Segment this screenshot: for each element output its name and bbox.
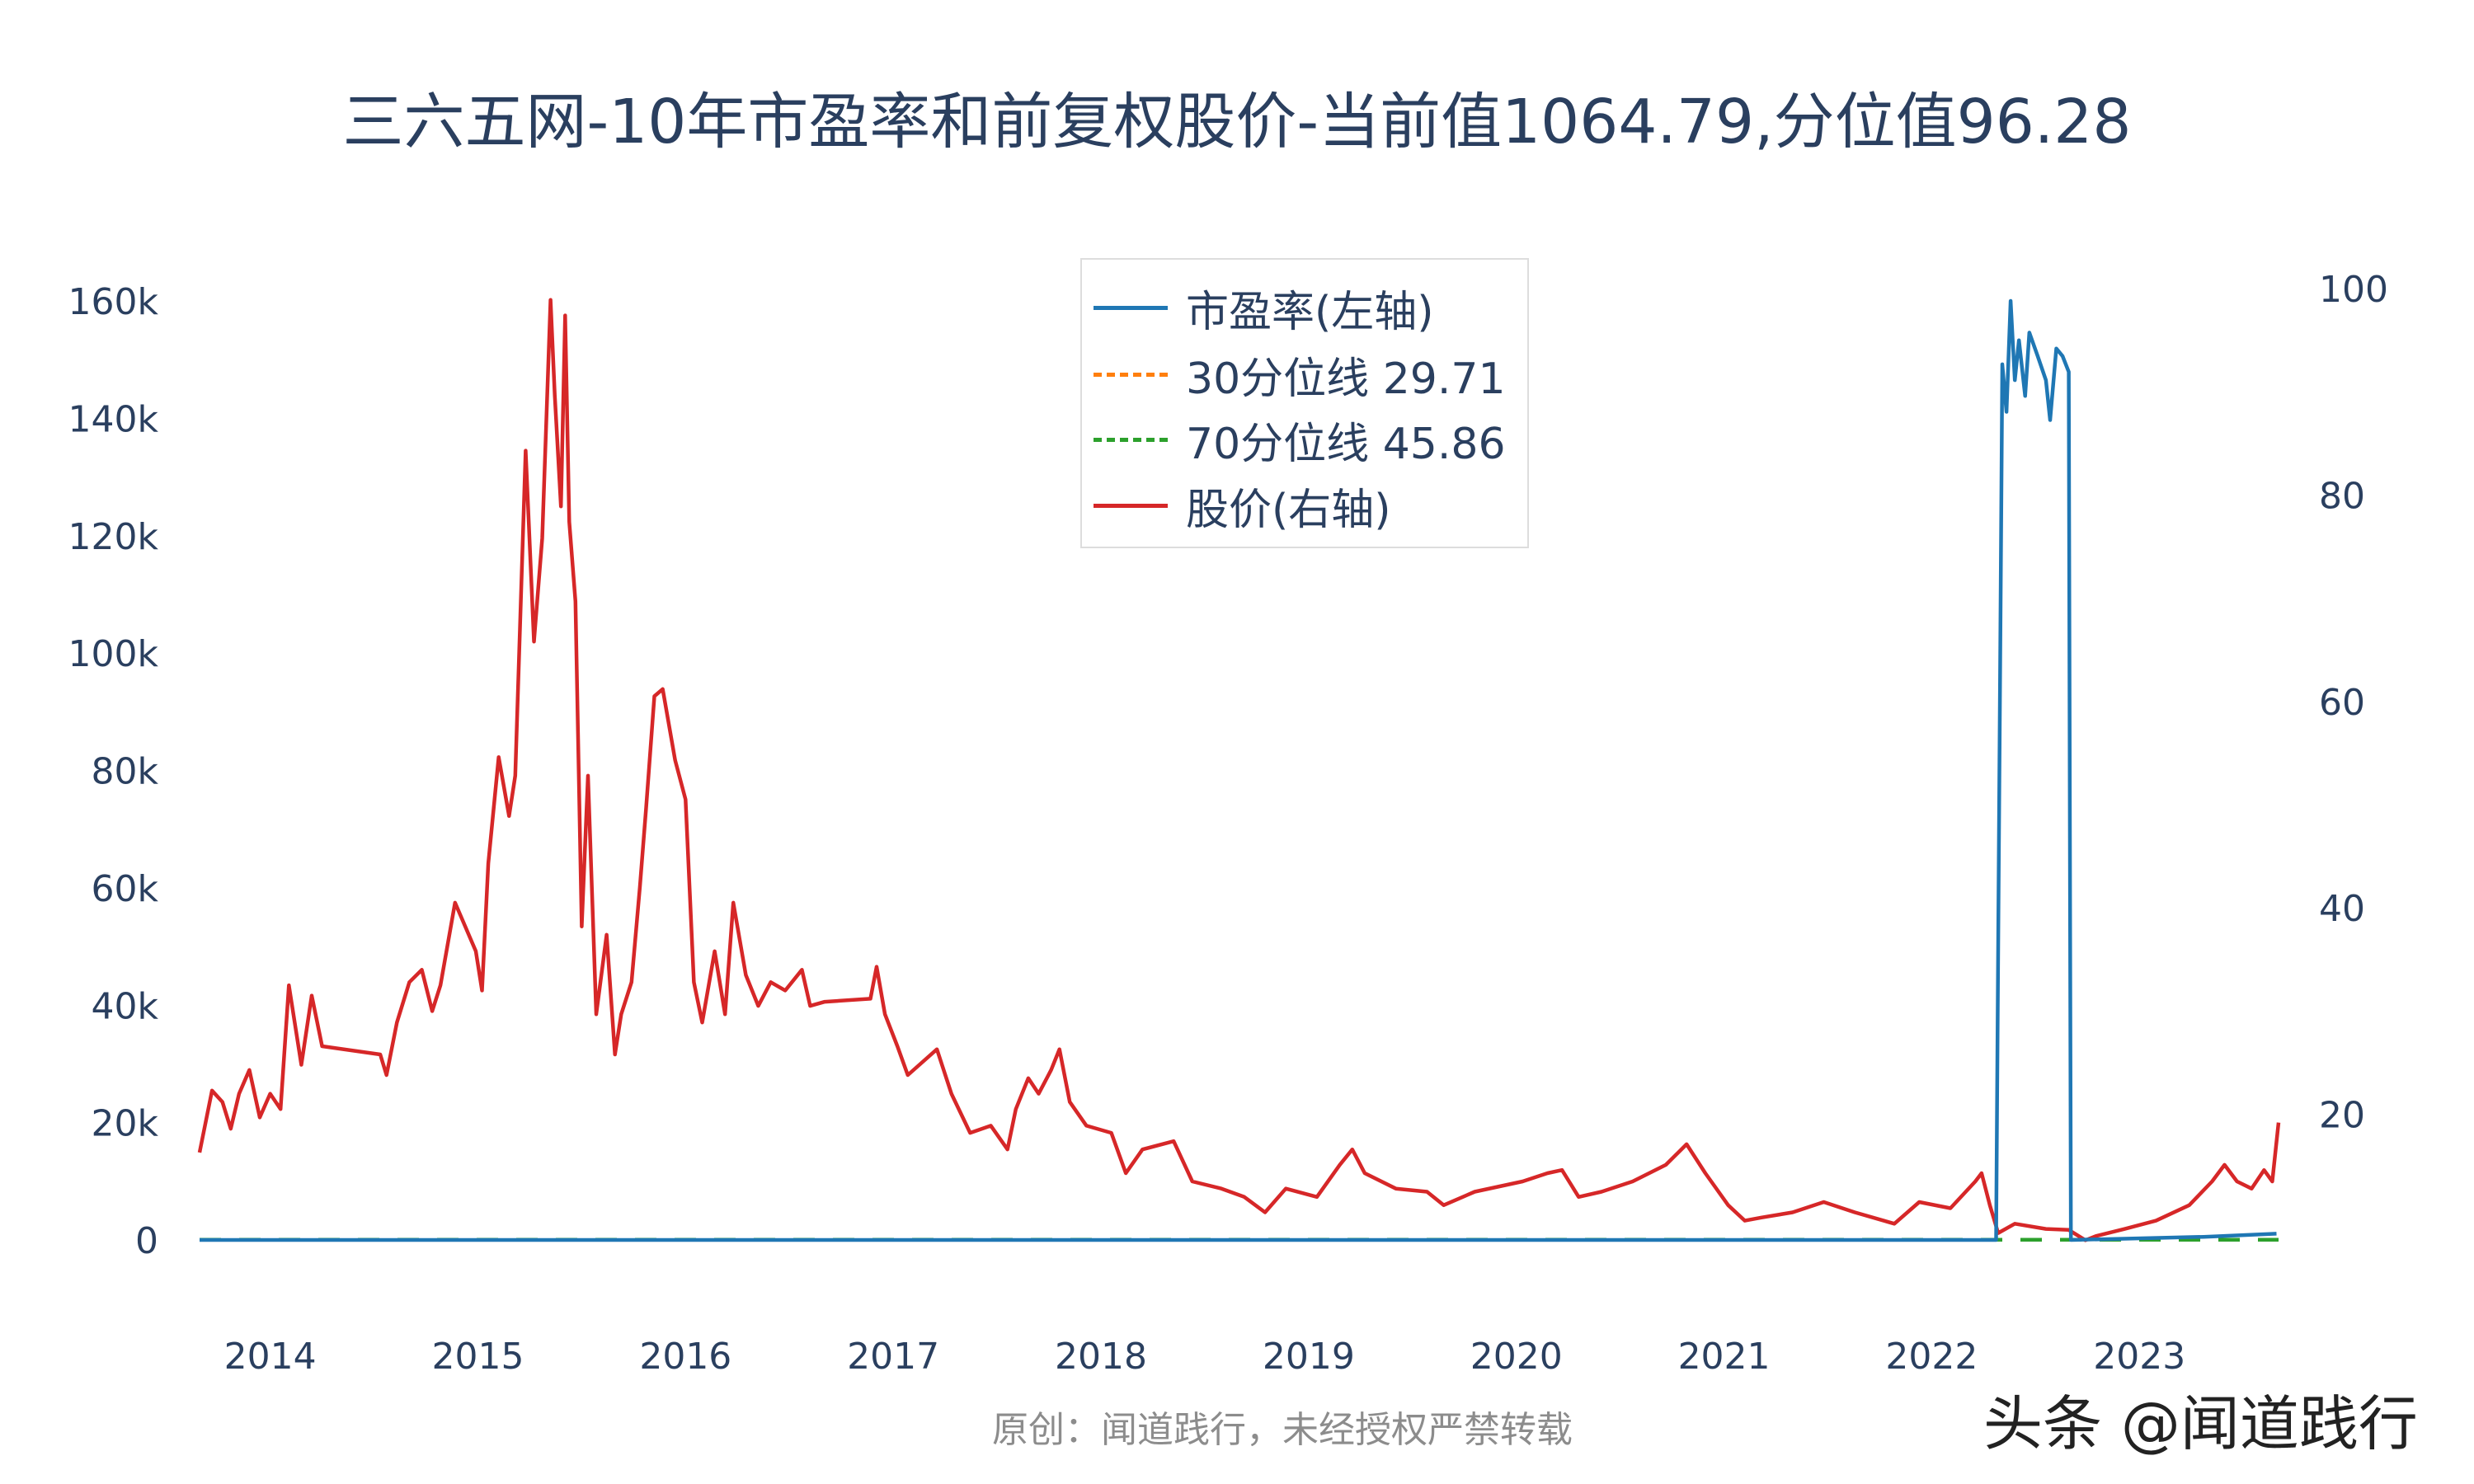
y-left-tick-label: 40k <box>92 985 159 1027</box>
y-left-tick-label: 0 <box>135 1220 158 1262</box>
x-tick-label: 2015 <box>431 1336 524 1378</box>
x-tick-label: 2016 <box>639 1336 731 1378</box>
chart-title: 三六五网-10年市盈率和前复权股价-当前值1064.79,分位值96.28 <box>342 87 2132 157</box>
legend-label-price: 股价(右轴) <box>1186 485 1391 535</box>
x-tick-label: 2021 <box>1678 1336 1771 1378</box>
series-line-price <box>197 298 2281 1242</box>
y-left-tick-label: 20k <box>92 1103 159 1145</box>
x-tick-label: 2019 <box>1263 1336 1355 1378</box>
legend: 市盈率(左轴) 30分位线 29.71 70分位线 45.86 股价(右轴) <box>1080 258 1529 548</box>
series-line-pe <box>200 298 2277 1242</box>
legend-item-p30[interactable]: 30分位线 29.71 <box>1094 345 1506 404</box>
y-left-tick-label: 100k <box>68 633 159 675</box>
series-lines <box>197 298 2281 1242</box>
y-right-tick-label: 20 <box>2319 1095 2365 1137</box>
y-right-tick-label: 100 <box>2319 269 2388 311</box>
y-right-tick-label: 60 <box>2319 682 2365 724</box>
x-tick-label: 2014 <box>224 1336 317 1378</box>
watermark: 头条 @闻道践行 <box>1983 1389 2418 1458</box>
y-right-tick-label: 80 <box>2319 475 2365 517</box>
x-tick-label: 2023 <box>2093 1336 2185 1378</box>
x-tick-label: 2022 <box>1885 1336 1978 1378</box>
copyright-note: 原创：闻道践行，未经授权严禁转载 <box>992 1409 1573 1451</box>
legend-swatch-p30 <box>1094 372 1168 377</box>
legend-swatch-p70 <box>1094 437 1168 442</box>
legend-item-price[interactable]: 股价(右轴) <box>1094 477 1391 535</box>
y-left-tick-label: 60k <box>92 868 159 910</box>
y-right-tick-label: 40 <box>2319 888 2365 930</box>
y-left-tick-label: 80k <box>92 751 159 793</box>
x-tick-label: 2017 <box>847 1336 939 1378</box>
legend-item-pe[interactable]: 市盈率(左轴) <box>1094 279 1434 337</box>
y-left-tick-label: 120k <box>68 516 159 558</box>
legend-swatch-pe <box>1094 305 1168 310</box>
x-tick-label: 2018 <box>1055 1336 1147 1378</box>
legend-label-p30: 30分位线 29.71 <box>1186 354 1506 404</box>
y-left-tick-label: 140k <box>68 398 159 440</box>
legend-label-pe: 市盈率(左轴) <box>1186 287 1434 337</box>
y-left-tick-label: 160k <box>68 281 159 323</box>
x-tick-label: 2020 <box>1470 1336 1563 1378</box>
legend-swatch-price <box>1094 503 1168 508</box>
legend-item-p70[interactable]: 70分位线 45.86 <box>1094 411 1506 469</box>
axis-ticks: 0 20k 40k 60k 80k 100k 120k 140k 160k 20 40 60 80 100… <box>68 269 2388 1378</box>
legend-label-p70: 70分位线 45.86 <box>1186 419 1506 469</box>
